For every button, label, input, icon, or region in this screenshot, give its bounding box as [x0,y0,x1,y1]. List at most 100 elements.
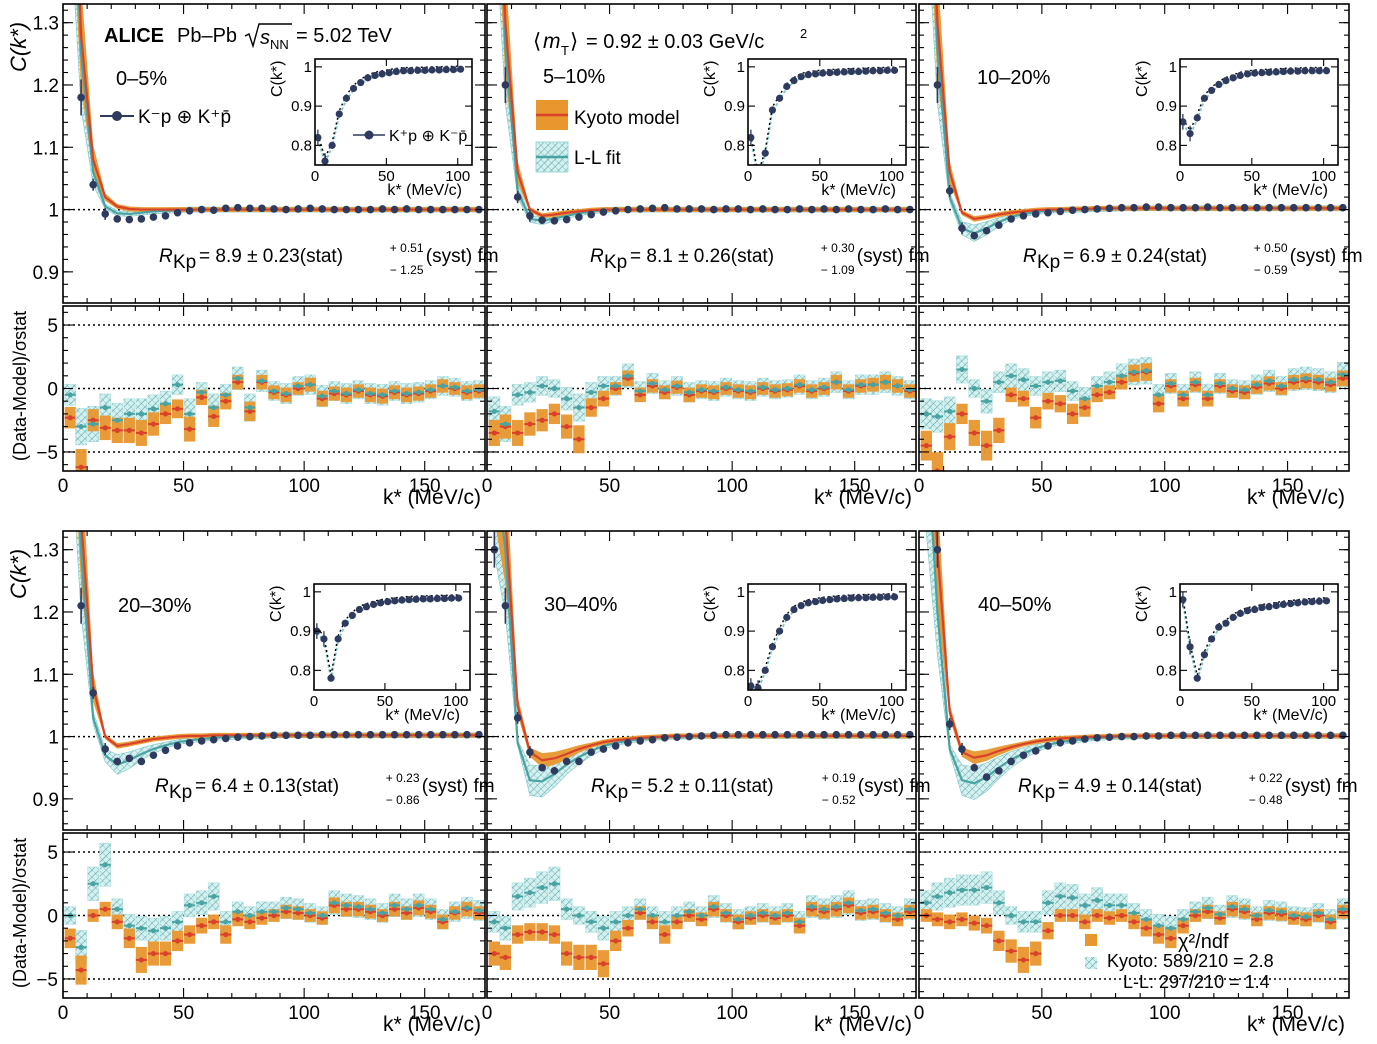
data-point [970,231,979,240]
ll-ratio-point [564,906,570,912]
inset-plot-area [1180,591,1331,684]
ll-ratio-point [1241,906,1248,912]
kyoto-ratio-point [235,379,241,385]
energy-subscript: NN [270,37,289,52]
kyoto-ratio-point [515,931,521,938]
radius-syst-down: − 1.25 [390,263,424,277]
radius-syst-down: − 0.86 [386,793,420,807]
ll-ratio-point [452,384,458,390]
radius-tail: (syst) fm [422,776,495,797]
data-point [624,205,632,214]
ll-ratio-point [271,909,277,915]
mt-label: ⟨ m T ⟩ = 0.92 ± 0.03 GeV/c 2 [533,26,807,58]
ll-ratio-point [809,387,815,393]
inset-data-point [876,67,884,75]
kyoto-ratio-point [576,954,582,960]
inset-y-tick-label: 1 [304,59,312,76]
ll-ratio-point [295,383,301,389]
kyoto-ratio-point [959,411,965,417]
inset-data-point [405,596,413,604]
inset-data-point [1301,598,1309,606]
ll-ratio-point [379,910,386,916]
inset-data-point [748,133,755,142]
inset-x-axis-title: k* (MeV/c) [385,707,460,724]
ll-ratio-point [723,384,729,390]
inset-data-point [1200,651,1209,659]
inset-y-tick-label: 0.8 [290,662,311,679]
svg-text:⟨: ⟨ [533,30,541,53]
data-point [161,211,170,220]
kyoto-ratio-point [90,912,96,919]
x-tick-label: 150 [839,476,871,497]
radius-annotation: R Kp = 6.4 ± 0.13(stat) + 0.23 − 0.86(syst) … [155,771,495,807]
inset-x-tick-label: 0 [744,168,752,185]
ll-ratio-point [259,909,265,915]
ll-ratio-point [747,912,754,919]
ll-ratio-point [138,411,144,417]
ll-ratio-point [1303,375,1309,381]
data-point [234,203,242,212]
kyoto-ratio-point [588,404,594,411]
data-point [390,205,399,214]
ll-ratio-point [150,928,157,934]
radius-syst-up: + 0.23 [386,771,420,785]
ll-ratio-point [138,925,144,931]
inset-data-point [797,73,805,81]
inset-data-point [1251,605,1259,614]
collision-system-label: Pb–Pb [177,25,237,47]
kyoto-ratio-point [247,408,253,414]
data-point [294,731,302,740]
kyoto-ratio-point [90,417,96,423]
ll-ratio-point [1008,912,1014,919]
radius-tail: (syst) fm [858,776,931,797]
data-point [1019,751,1028,760]
kyoto-ratio-point [796,923,803,929]
ll-ratio-point [1278,909,1285,915]
kyoto-ratio-point [539,929,545,935]
inset-data-point [1315,597,1323,605]
kyoto-ratio-point [947,434,953,440]
ratio-plot-area [487,851,916,980]
data-point [197,737,206,745]
kyoto-ratio-point [551,931,558,938]
energy-symbol: s [260,27,270,49]
data-point [673,733,681,741]
kyoto-ratio-point [934,916,941,922]
y-axis-title: C(k*) [6,22,31,72]
ll-ratio-point [1069,895,1076,901]
radius-symbol: R [1018,776,1032,797]
radius-symbol: R [1023,246,1037,267]
kyoto-ratio-point [502,954,508,960]
data-point [1265,203,1273,212]
ll-ratio-point [90,881,96,887]
data-point [1056,738,1065,747]
ll-ratio-point [187,902,193,908]
data-point [439,205,447,214]
data-point [1093,205,1101,213]
data-point [463,205,471,214]
kyoto-ratio-point [78,967,84,973]
ll-ratio-point [772,387,778,393]
data-point [1068,206,1077,214]
kyoto-ratio-point [649,919,656,925]
x-tick-label: 0 [482,1003,493,1024]
ll-ratio-point [625,373,631,379]
ll-ratio-point [367,390,374,397]
x-axis-title: k* (MeV/c) [814,1013,912,1036]
data-point [173,208,182,217]
inset-data-point [819,69,827,77]
ll-ratio-point [440,383,446,389]
mt-symbol: m [543,30,561,53]
kyoto-ratio-point [1155,931,1162,938]
ll-ratio-point [747,388,754,394]
data-point [89,180,97,189]
inset-x-tick-label: 100 [1311,168,1336,185]
inset-plot-area [748,66,899,165]
inset-data-point [1215,80,1223,89]
inset-data-point [833,595,841,603]
inset-model-curve [750,593,895,686]
y-tick-label: 1.3 [33,14,59,35]
inset-data-point [847,67,856,76]
x-tick-label: 50 [1031,1003,1052,1024]
centrality-label: 10–20% [977,67,1051,89]
